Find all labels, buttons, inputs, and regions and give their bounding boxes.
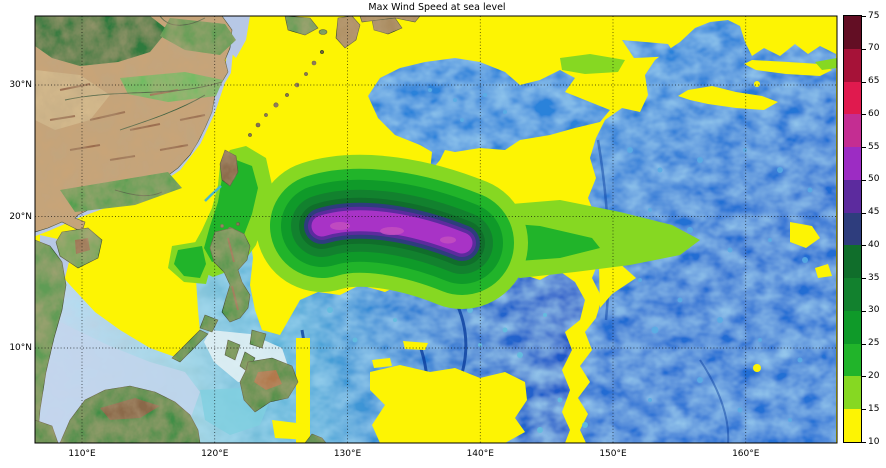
land-mindoro xyxy=(199,314,219,333)
storm-core-bright-spots xyxy=(330,222,456,244)
colorbar-tick-label: 50 xyxy=(868,174,880,185)
colorbar-segment xyxy=(844,343,861,377)
land-luzon xyxy=(209,227,251,323)
land-china-ne-forest xyxy=(35,16,168,66)
colorbar-tick-label: 25 xyxy=(868,338,880,349)
land-kyushu xyxy=(335,16,361,49)
colorbar-segment xyxy=(844,48,861,82)
colorbar-segment xyxy=(844,245,861,279)
land-panay xyxy=(224,339,241,361)
land-borneo-ridge xyxy=(100,398,160,420)
colorbar-tick-label: 60 xyxy=(868,108,880,119)
colorbar-tick xyxy=(862,409,866,411)
colorbar-tick-label: 35 xyxy=(868,272,880,283)
land-hainan-ridge xyxy=(75,238,90,254)
x-tick-label: 110°E xyxy=(68,449,96,459)
colorbar-segment xyxy=(844,310,861,344)
colorbar-tick-label: 45 xyxy=(868,207,880,218)
colorbar-segment xyxy=(844,179,861,213)
colorbar-tick xyxy=(862,81,866,83)
colorbar-tick xyxy=(862,179,866,181)
land-jeju xyxy=(318,29,328,35)
colorbar-tick xyxy=(862,343,866,345)
colorbar-tick xyxy=(862,48,866,50)
x-tick-label: 160°E xyxy=(732,449,760,459)
colorbar-tick-label: 70 xyxy=(868,43,880,54)
colorbar-tick xyxy=(862,442,866,443)
colorbar-tick-label: 40 xyxy=(868,239,880,250)
land-sulawesi-tip xyxy=(304,433,327,443)
colorbar-segment xyxy=(844,114,861,148)
x-tick-label: 140°E xyxy=(466,449,494,459)
colorbar-segment xyxy=(844,409,861,442)
colorbar-segment xyxy=(844,278,861,311)
land-palawan xyxy=(171,329,209,363)
colorbar-tick-label: 75 xyxy=(868,10,880,21)
colorbar-segment xyxy=(844,147,861,180)
seamount-speckles-east xyxy=(428,88,813,422)
land-mindanao-ridge xyxy=(254,370,282,390)
land-taiwan xyxy=(219,149,239,187)
x-tick-label: 120°E xyxy=(201,449,229,459)
gridlines xyxy=(35,16,837,443)
colorbar-tick xyxy=(862,147,866,149)
chart-title: Max Wind Speed at sea level xyxy=(368,2,506,13)
ocean-east-region xyxy=(578,20,836,443)
land-china-green-1 xyxy=(160,18,236,55)
china-ridges xyxy=(49,83,206,161)
land-honshu-tip xyxy=(359,16,421,23)
colorbar-tick-label: 65 xyxy=(868,76,880,87)
y-tick-label: 10°N xyxy=(9,343,32,353)
colorbar-tick-label: 10 xyxy=(868,436,880,447)
colorbar xyxy=(843,15,862,443)
land-group xyxy=(35,16,421,443)
ocean-streak-1 xyxy=(622,40,676,58)
x-tick-label: 130°E xyxy=(333,449,362,459)
x-tick-label: 150°E xyxy=(599,449,627,459)
colorbar-segment xyxy=(844,376,861,410)
rivers xyxy=(64,16,223,197)
colorbar-tick xyxy=(862,16,866,17)
colorbar-tick-label: 20 xyxy=(868,370,880,381)
colorbar-tick xyxy=(862,278,866,280)
plot-frame xyxy=(34,15,838,444)
land-vietnam xyxy=(35,239,67,443)
colorbar-segment xyxy=(844,16,861,49)
colorbar-segment xyxy=(844,212,861,246)
ocean-japan-region xyxy=(368,58,610,172)
y-tick-label: 20°N xyxy=(9,211,32,222)
land-malaya-tip xyxy=(35,419,59,443)
luzon-ridges xyxy=(227,237,239,311)
colorbar-tick xyxy=(862,376,866,378)
colorbar-tick-label: 55 xyxy=(868,141,880,152)
colorbar-tick xyxy=(862,212,866,214)
colorbar-tick-label: 30 xyxy=(868,305,880,316)
colorbar-tick xyxy=(862,114,866,116)
land-korea xyxy=(284,16,319,36)
colorbar-tick xyxy=(862,245,866,247)
land-china-highland xyxy=(35,70,110,130)
y-tick-label: 30°N xyxy=(9,80,32,90)
land-china-green-2 xyxy=(120,72,223,102)
colorbar-tick xyxy=(862,310,866,312)
colorbar-segment xyxy=(844,81,861,115)
land-samar xyxy=(249,329,267,349)
colorbar-tick-label: 15 xyxy=(868,403,880,414)
